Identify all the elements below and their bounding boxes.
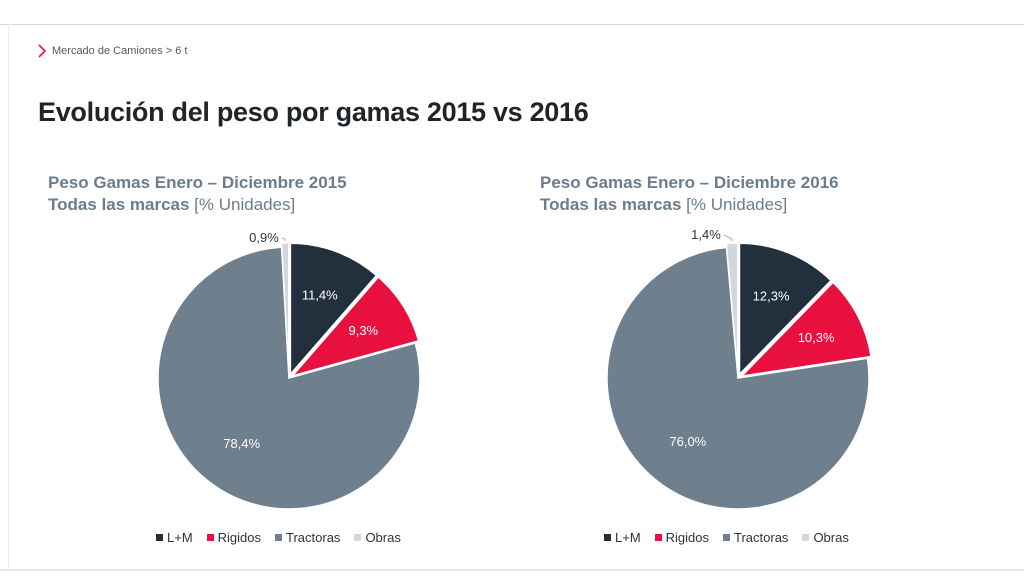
pie-svg: 11,4% 9,3% 78,4% 0,9% <box>157 230 421 510</box>
legend-swatch <box>723 534 731 541</box>
data-label-l-m: 11,4% <box>302 288 338 303</box>
chart-legend: L+M Rigidos Tractoras Obras <box>604 530 849 545</box>
leader-line <box>281 237 286 242</box>
left-divider <box>8 24 9 570</box>
chart-title-line1: Peso Gamas Enero – Diciembre 2015 <box>48 173 347 192</box>
legend-label: Rigidos <box>217 530 262 545</box>
chevron-right-icon <box>38 44 46 58</box>
chart-title-line1: Peso Gamas Enero – Diciembre 2016 <box>540 173 839 192</box>
breadcrumb-text: Mercado de Camiones > 6 t <box>52 45 188 57</box>
legend-item-rigidos: Rigidos <box>654 530 710 545</box>
legend-item-tractoras: Tractoras <box>275 530 340 545</box>
chart-title: Peso Gamas Enero – Diciembre 2015 Todas … <box>48 172 347 216</box>
pie-slice-rigidos <box>290 276 420 378</box>
pie-slice-l-m <box>738 242 833 377</box>
legend-item-rigidos: Rigidos <box>206 530 262 545</box>
pie-chart-2015: Peso Gamas Enero – Diciembre 2015 Todas … <box>48 172 518 562</box>
legend-item-lm: L+M <box>156 530 193 545</box>
legend-label: Rigidos <box>665 530 710 545</box>
pie-slice-obras <box>280 242 290 375</box>
pie-chart-2016: Peso Gamas Enero – Diciembre 2016 Todas … <box>540 172 1010 562</box>
pie-svg: 12,3% 10,3% 76,0% 1,4% <box>606 227 872 510</box>
legend-item-obras: Obras <box>802 530 849 545</box>
legend-swatch <box>206 534 214 541</box>
legend-swatch <box>802 534 810 541</box>
leader-line <box>723 234 733 242</box>
pie-slice-obras <box>725 242 739 375</box>
chart-title-line2: Todas las marcas <box>48 195 190 214</box>
legend-label: Tractoras <box>734 530 789 545</box>
data-label-l-m: 12,3% <box>753 289 790 304</box>
pie-slice-tractoras <box>606 246 870 510</box>
legend-swatch <box>354 534 362 541</box>
data-label-rigidos: 9,3% <box>348 323 378 338</box>
bottom-divider <box>0 569 1024 571</box>
legend-swatch <box>275 534 283 541</box>
legend-label: Obras <box>365 530 401 545</box>
legend-label: L+M <box>615 530 641 545</box>
chart-title: Peso Gamas Enero – Diciembre 2016 Todas … <box>540 172 839 216</box>
page-title: Evolución del peso por gamas 2015 vs 201… <box>38 97 589 127</box>
data-label-obras: 1,4% <box>691 227 721 242</box>
chart-title-unit: [% Unidades] <box>686 195 788 214</box>
legend-swatch <box>604 534 611 541</box>
chart-legend: L+M Rigidos Tractoras Obras <box>156 530 401 545</box>
pie-slice-tractoras <box>157 246 421 510</box>
top-divider <box>0 24 1024 25</box>
legend-label: Tractoras <box>286 530 341 545</box>
pie-slice-l-m <box>289 242 378 377</box>
chart-title-unit: [% Unidades] <box>194 195 296 214</box>
pie-slice-rigidos <box>739 281 872 378</box>
data-label-obras: 0,9% <box>249 230 279 245</box>
breadcrumb[interactable]: Mercado de Camiones > 6 t <box>38 44 187 58</box>
data-label-tractoras: 78,4% <box>223 436 260 451</box>
legend-item-lm: L+M <box>604 530 641 545</box>
legend-swatch <box>654 534 662 541</box>
data-label-rigidos: 10,3% <box>798 330 835 345</box>
chart-title-line2: Todas las marcas <box>540 195 682 214</box>
legend-label: L+M <box>167 530 193 545</box>
data-label-tractoras: 76,0% <box>669 434 706 449</box>
legend-item-tractoras: Tractoras <box>723 530 788 545</box>
legend-item-obras: Obras <box>354 530 401 545</box>
legend-swatch <box>156 534 163 541</box>
legend-label: Obras <box>813 530 849 545</box>
